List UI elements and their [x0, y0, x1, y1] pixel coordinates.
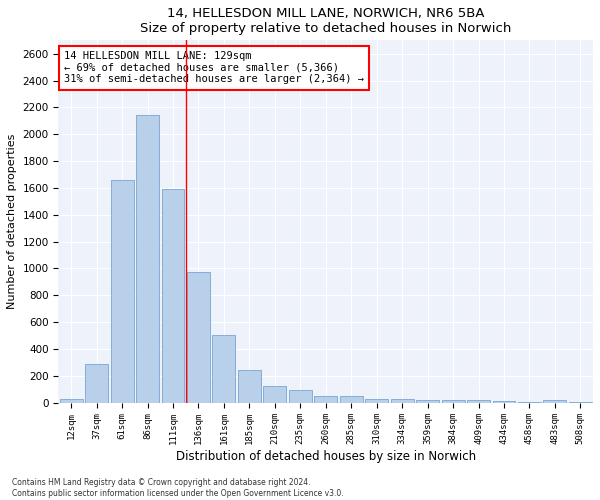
Bar	[340, 396, 362, 402]
Text: 14 HELLESDON MILL LANE: 129sqm
← 69% of detached houses are smaller (5,366)
31% : 14 HELLESDON MILL LANE: 129sqm ← 69% of …	[64, 51, 364, 84]
Bar	[136, 116, 159, 403]
Bar	[544, 400, 566, 402]
Bar	[289, 390, 312, 402]
Bar	[365, 399, 388, 402]
Bar	[238, 370, 261, 402]
Bar	[212, 336, 235, 402]
Bar	[416, 400, 439, 402]
Text: Contains HM Land Registry data © Crown copyright and database right 2024.
Contai: Contains HM Land Registry data © Crown c…	[12, 478, 344, 498]
Bar	[263, 386, 286, 402]
Bar	[85, 364, 108, 403]
Y-axis label: Number of detached properties: Number of detached properties	[7, 134, 17, 309]
Bar	[161, 188, 184, 402]
Bar	[493, 401, 515, 402]
Bar	[391, 398, 413, 402]
Bar	[442, 400, 464, 402]
X-axis label: Distribution of detached houses by size in Norwich: Distribution of detached houses by size …	[176, 450, 476, 463]
Bar	[467, 400, 490, 402]
Bar	[110, 180, 134, 402]
Bar	[314, 396, 337, 402]
Bar	[60, 399, 83, 402]
Title: 14, HELLESDON MILL LANE, NORWICH, NR6 5BA
Size of property relative to detached : 14, HELLESDON MILL LANE, NORWICH, NR6 5B…	[140, 7, 511, 35]
Bar	[187, 272, 210, 402]
